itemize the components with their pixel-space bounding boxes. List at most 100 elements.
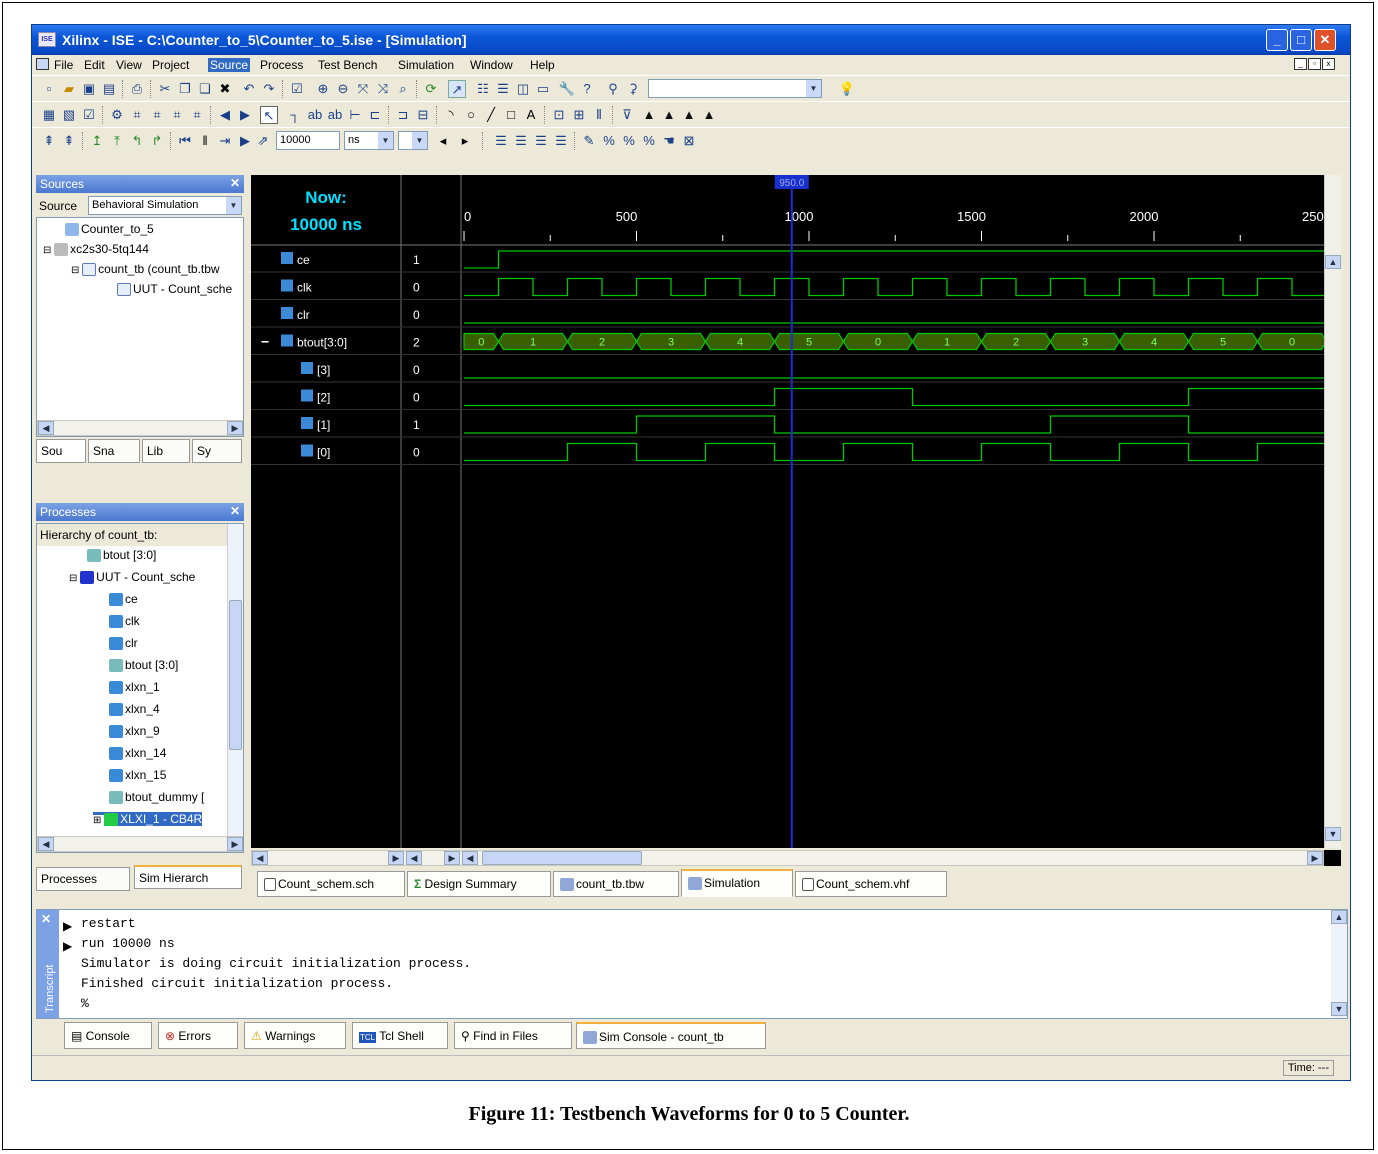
scroll-thumb[interactable] bbox=[229, 600, 242, 750]
hier-item-ce[interactable]: ce bbox=[109, 592, 138, 607]
pin-icon[interactable]: ⊞ bbox=[573, 107, 585, 122]
hier-item-btout-inner[interactable]: btout [3:0] bbox=[109, 658, 178, 673]
format-icon-1[interactable]: % bbox=[603, 133, 615, 148]
scroll-left-icon[interactable]: ◀ bbox=[252, 851, 268, 865]
align-icon-1[interactable]: ▲ bbox=[642, 107, 656, 122]
net-icon-2[interactable]: ⌗ bbox=[153, 107, 161, 122]
tab-warnings[interactable]: ⚠ Warnings bbox=[244, 1022, 346, 1049]
wave-scroll-thumb[interactable] bbox=[482, 851, 642, 865]
format-icon-2[interactable]: % bbox=[623, 133, 635, 148]
print-icon[interactable]: ⎙ bbox=[131, 81, 143, 96]
menu-view[interactable]: View bbox=[116, 58, 142, 72]
mirror-icon[interactable]: ⫴ bbox=[596, 107, 602, 122]
cut-icon[interactable]: ✂ bbox=[159, 81, 171, 96]
tab-sim-hierarchy[interactable]: Sim Hierarch bbox=[134, 865, 242, 889]
menu-edit[interactable]: Edit bbox=[84, 58, 105, 72]
add-io-marker-icon[interactable]: ⊏ bbox=[369, 107, 381, 122]
pause-icon[interactable]: ‖ bbox=[202, 133, 208, 148]
scroll-up-icon[interactable]: ▲ bbox=[1325, 255, 1341, 269]
net-icon-4[interactable]: ⌗ bbox=[193, 107, 201, 122]
split-icon[interactable]: ◫ bbox=[516, 81, 530, 96]
menu-simulation[interactable]: Simulation bbox=[398, 58, 455, 72]
scroll-up-icon[interactable]: ▲ bbox=[1331, 910, 1347, 924]
time-unit-select[interactable]: ns ▼ bbox=[344, 131, 394, 150]
maximize-button[interactable]: □ bbox=[1290, 29, 1312, 51]
step-up-icon[interactable]: ⇞ bbox=[43, 133, 55, 148]
tab-tcl-shell[interactable]: TCL Tcl Shell bbox=[352, 1022, 448, 1049]
hand-icon[interactable]: ☚ bbox=[663, 133, 675, 148]
zoom-fit-icon[interactable]: ⤨ bbox=[377, 81, 389, 96]
refresh-icon[interactable]: ⟳ bbox=[425, 81, 437, 96]
tab-sources[interactable]: Sou bbox=[36, 439, 86, 463]
close-sources-icon[interactable]: ✕ bbox=[229, 176, 240, 190]
synthesis-icon[interactable]: ⚙ bbox=[111, 107, 123, 122]
save-all-icon[interactable]: ▤ bbox=[102, 81, 116, 96]
scroll-left-icon[interactable]: ◀ bbox=[38, 837, 54, 851]
waveform-viewer[interactable]: Now:10000 ns05001000150020002500ce1clk0c… bbox=[251, 175, 1324, 848]
rename-icon[interactable]: ab bbox=[327, 107, 343, 122]
tab-symbols[interactable]: Sy bbox=[192, 439, 242, 463]
align-left-icon[interactable]: ☰ bbox=[495, 133, 507, 148]
scroll-left-icon[interactable]: ◀ bbox=[462, 851, 478, 865]
add-instance-icon[interactable]: ⊟ bbox=[417, 107, 429, 122]
tab-sim-console[interactable]: Sim Console - count_tb bbox=[576, 1022, 766, 1049]
undo-icon[interactable]: ↶ bbox=[243, 81, 255, 96]
zoom-full-icon[interactable]: ⤧ bbox=[357, 81, 369, 96]
align-icon-3[interactable]: ▲ bbox=[682, 107, 696, 122]
clear-icon[interactable]: ⊠ bbox=[683, 133, 695, 148]
wand-icon[interactable]: ↗ bbox=[448, 80, 466, 98]
tree-item-count-tb[interactable]: ⊟ count_tb (count_tb.tbw bbox=[71, 262, 220, 277]
scroll-right-icon[interactable]: ▶ bbox=[444, 851, 460, 865]
probe-icon[interactable]: ⊽ bbox=[622, 107, 632, 122]
tab-count-schem-sch[interactable]: Count_schem.sch bbox=[257, 871, 405, 897]
hier-item-xlxn-15[interactable]: xlxn_15 bbox=[109, 768, 166, 783]
menu-help[interactable]: Help bbox=[530, 58, 555, 72]
add-bus-tap-icon[interactable]: ⊢ bbox=[349, 107, 361, 122]
marker-icon[interactable]: ↥ bbox=[91, 133, 103, 148]
tab-snapshots[interactable]: Sna bbox=[88, 439, 140, 463]
close-transcript-icon[interactable]: ✕ bbox=[41, 912, 52, 926]
menu-window[interactable]: Window bbox=[470, 58, 513, 72]
run-icon[interactable]: ▶ bbox=[240, 133, 250, 148]
window-icon[interactable]: ▭ bbox=[536, 81, 550, 96]
open-folder-icon[interactable]: ▰ bbox=[64, 81, 74, 96]
check-icon[interactable]: ☑ bbox=[291, 81, 303, 96]
hierarchy-vscroll[interactable] bbox=[227, 524, 243, 836]
forward-icon[interactable]: ▶ bbox=[240, 107, 250, 122]
hier-item-btout[interactable]: btout [3:0] bbox=[87, 548, 156, 563]
menu-file[interactable]: File bbox=[54, 58, 74, 72]
menu-test-bench[interactable]: Test Bench bbox=[318, 58, 378, 72]
scroll-down-icon[interactable]: ▼ bbox=[1331, 1002, 1347, 1016]
zoom-area-icon[interactable]: ⌕ bbox=[399, 81, 407, 96]
marker-next-icon[interactable]: ↱ bbox=[151, 133, 163, 148]
back-icon[interactable]: ◀ bbox=[220, 107, 230, 122]
hierarchy-hscroll[interactable]: ◀ ▶ bbox=[37, 836, 243, 852]
tree-item-project[interactable]: Counter_to_5 bbox=[65, 222, 154, 237]
edit-symbol-icon[interactable]: ▧ bbox=[62, 107, 76, 122]
hierarchy-icon[interactable]: ☷ bbox=[477, 81, 489, 96]
new-file-icon[interactable]: ▫ bbox=[46, 81, 52, 96]
align-right-icon[interactable]: ☰ bbox=[535, 133, 547, 148]
find-icon[interactable]: ⚲ bbox=[608, 81, 618, 96]
source-type-select[interactable]: Behavioral Simulation ▼ bbox=[88, 196, 242, 215]
align-center-icon[interactable]: ☰ bbox=[515, 133, 527, 148]
step-up2-icon[interactable]: ⇞ bbox=[63, 133, 75, 148]
scroll-right-icon[interactable]: ▶ bbox=[388, 851, 404, 865]
symbol-wizard-icon[interactable]: ⊡ bbox=[553, 107, 565, 122]
align-icon-4[interactable]: ▲ bbox=[702, 107, 716, 122]
rectangle-icon[interactable]: □ bbox=[507, 107, 515, 122]
tab-find-in-files[interactable]: ⚲ Find in Files bbox=[454, 1022, 572, 1049]
hier-item-clk[interactable]: clk bbox=[109, 614, 140, 629]
tab-count-tb-tbw[interactable]: count_tb.tbw bbox=[553, 871, 679, 897]
tab-console[interactable]: ▤ Console bbox=[64, 1022, 152, 1049]
mdi-close-icon[interactable]: x bbox=[1322, 58, 1335, 70]
mdi-minimize-icon[interactable]: _ bbox=[1294, 58, 1307, 70]
checkbox-icon[interactable]: ☑ bbox=[83, 107, 95, 122]
tab-design-summary[interactable]: Σ Design Summary bbox=[407, 871, 551, 897]
find-in-files-icon[interactable]: ⚳ bbox=[628, 81, 638, 96]
hier-item-xlxn-9[interactable]: xlxn_9 bbox=[109, 724, 160, 739]
scroll-right-icon[interactable]: ▶ bbox=[227, 421, 243, 435]
marker-add-icon[interactable]: ⤒ bbox=[114, 133, 120, 148]
circle-icon[interactable]: ○ bbox=[467, 107, 475, 122]
scroll-right-icon[interactable]: ▶ bbox=[227, 837, 243, 851]
